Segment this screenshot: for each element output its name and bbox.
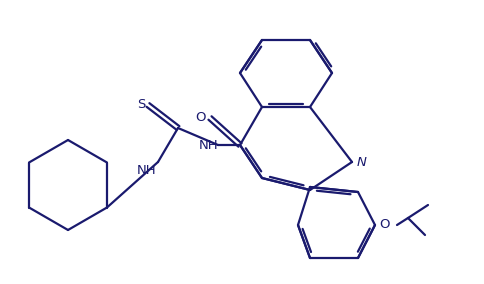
Text: NH: NH — [198, 139, 217, 151]
Text: NH: NH — [136, 164, 156, 177]
Text: N: N — [356, 156, 366, 168]
Text: O: O — [379, 218, 390, 231]
Text: O: O — [195, 110, 206, 124]
Text: S: S — [136, 97, 145, 110]
